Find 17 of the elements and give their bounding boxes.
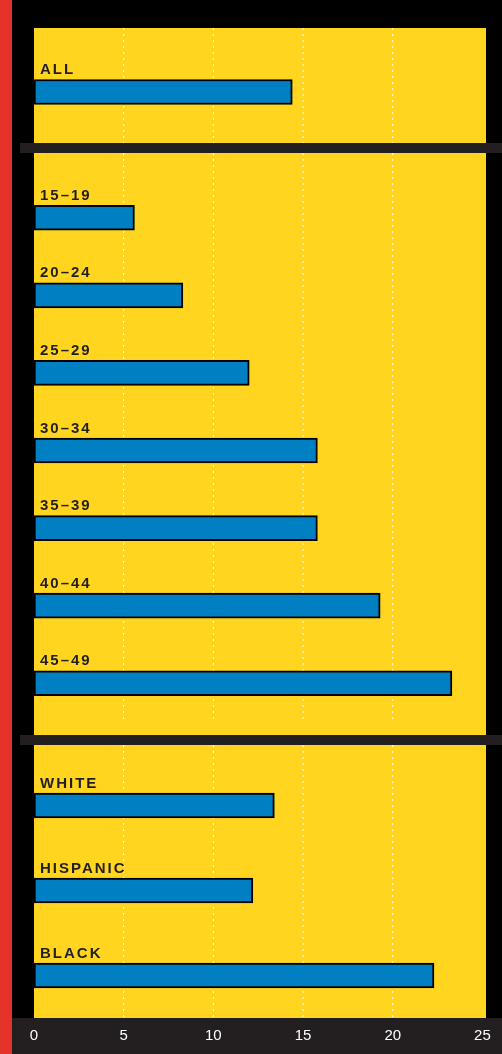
category-label: 40–44 (40, 573, 92, 591)
category-label: 25–29 (40, 340, 92, 358)
category-label: HISPANIC (40, 858, 127, 876)
category-label: 35–39 (40, 496, 92, 514)
category-label: ALL (40, 60, 76, 77)
category-label: 45–49 (40, 651, 92, 669)
x-tick-label: 15 (294, 1026, 312, 1044)
x-tick-label: 0 (29, 1026, 39, 1044)
category-label: 15–19 (40, 185, 92, 203)
category-label: 30–34 (40, 418, 92, 436)
category-label: 20–24 (40, 263, 92, 281)
category-label: BLACK (40, 943, 103, 961)
x-tick-label: 20 (384, 1026, 402, 1044)
x-tick-label: 10 (205, 1026, 222, 1044)
x-tick-label: 5 (119, 1026, 128, 1044)
x-tick-label: 25 (474, 1026, 491, 1044)
category-label: WHITE (40, 773, 99, 791)
